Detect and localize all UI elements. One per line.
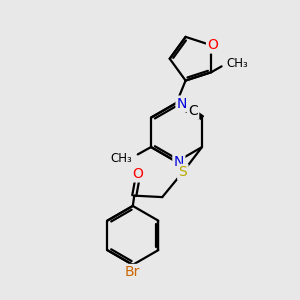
Text: O: O <box>207 38 218 52</box>
Text: C: C <box>188 104 198 118</box>
Text: CH₃: CH₃ <box>110 152 132 165</box>
Text: S: S <box>178 165 187 179</box>
Text: N: N <box>174 155 184 169</box>
Text: N: N <box>177 97 187 111</box>
Text: Br: Br <box>125 265 140 279</box>
Text: CH₃: CH₃ <box>226 57 248 70</box>
Text: O: O <box>132 167 143 181</box>
